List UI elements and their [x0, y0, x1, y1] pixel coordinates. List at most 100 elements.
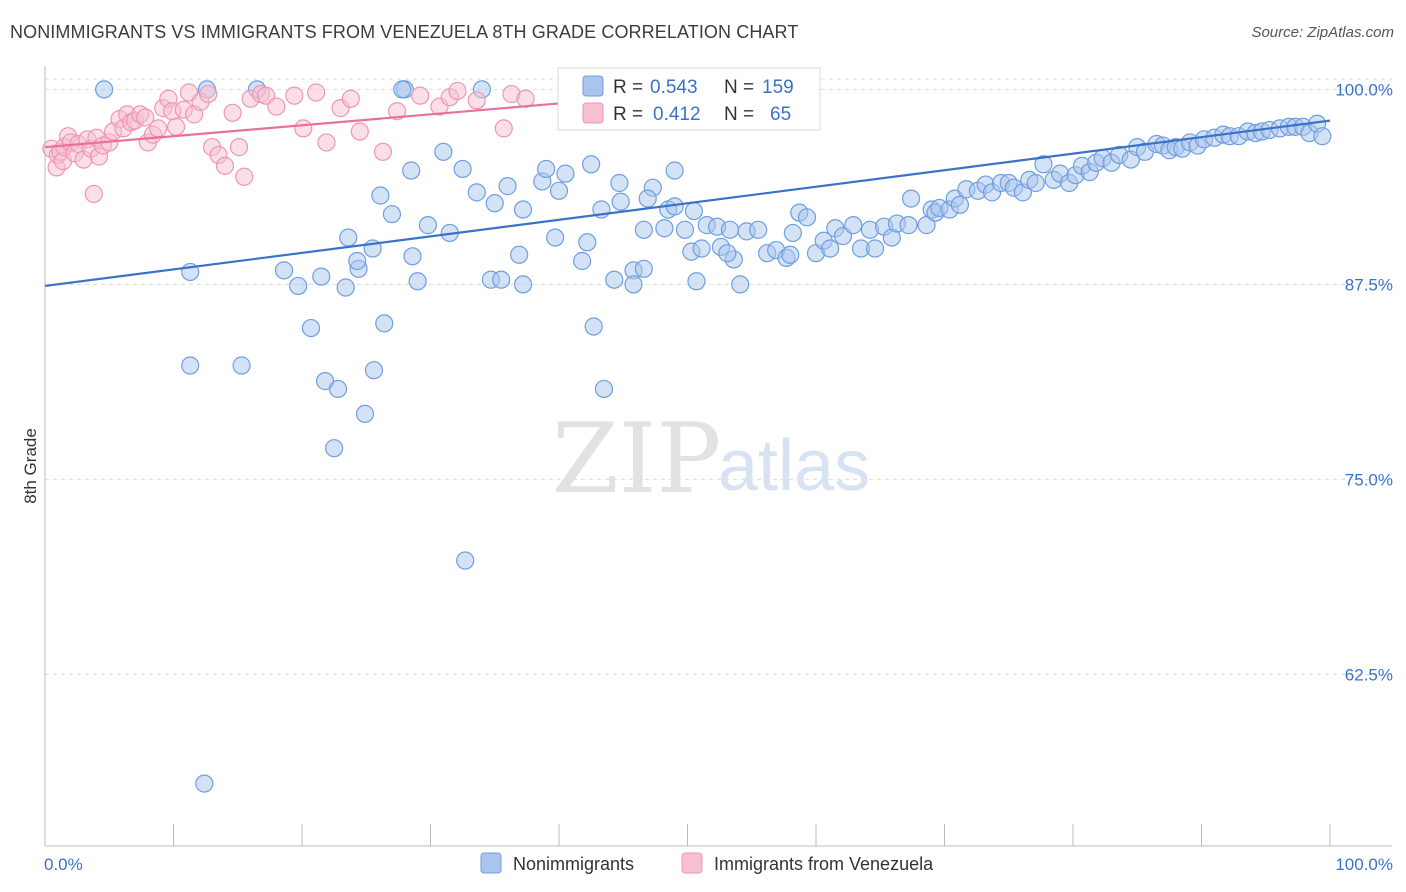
- x-tick-label-max: 100.0%: [1335, 855, 1393, 874]
- nonimmigrants-point: [573, 251, 592, 271]
- nonimmigrants-point: [783, 223, 802, 243]
- watermark-atlas: atlas: [718, 426, 870, 506]
- nonimmigrants-point: [355, 404, 375, 423]
- stats-legend: R = 0.543 N = 159 R = 0.412 N = 65: [557, 67, 821, 131]
- venezuela-point: [267, 97, 286, 116]
- stats-legend-swatch-pink: [582, 102, 604, 124]
- nonimmigrants-point: [582, 155, 601, 174]
- nonimmigrants-point: [393, 80, 412, 99]
- nonimmigrants-point: [731, 275, 750, 294]
- nonimmigrants-point: [325, 439, 344, 458]
- nonimmigrants-point: [692, 239, 711, 258]
- nonimmigrants-point: [556, 164, 575, 183]
- venezuela-point: [317, 133, 336, 152]
- nonimmigrants-point: [371, 186, 390, 205]
- nonimmigrants-point: [655, 219, 674, 238]
- nonimmigrants-point: [301, 318, 321, 338]
- stats-legend-r-label-blue: R =: [613, 77, 643, 98]
- nonimmigrants-point: [634, 220, 653, 239]
- legend-label-venezuela: Immigrants from Venezuela: [714, 854, 934, 874]
- nonimmigrants-point: [749, 220, 768, 239]
- trend-layer: [44, 102, 1331, 288]
- nonimmigrants-point: [797, 208, 817, 227]
- nonimmigrants-point: [274, 261, 294, 280]
- y-tick-label-75: 75.0%: [1345, 470, 1393, 489]
- nonimmigrants-point: [513, 275, 533, 294]
- nonimmigrants-point: [844, 216, 863, 235]
- stats-legend-r-value-blue: 0.543: [650, 77, 698, 98]
- nonimmigrants-point: [720, 220, 740, 239]
- venezuela-point: [215, 156, 234, 175]
- legend-label-nonimmigrants: Nonimmigrants: [513, 854, 634, 874]
- nonimmigrants-point: [289, 276, 308, 296]
- chart-title: NONIMMIGRANTS VS IMMIGRANTS FROM VENEZUE…: [10, 22, 799, 42]
- nonimmigrants-point: [348, 251, 367, 271]
- venezuela-point: [494, 119, 513, 138]
- nonimmigrants-point: [1026, 173, 1045, 193]
- nonimmigrants-point: [418, 216, 438, 235]
- venezuela-point: [223, 103, 242, 122]
- venezuela-point: [467, 91, 486, 110]
- venezuela-point: [294, 119, 313, 138]
- nonimmigrants-point: [403, 247, 422, 266]
- nonimmigrants-point: [1034, 155, 1053, 174]
- nonimmigrants-point: [181, 356, 200, 375]
- nonimmigrants-point: [467, 183, 486, 202]
- venezuela-point: [411, 86, 430, 105]
- venezuela-point: [373, 142, 393, 161]
- venezuela-point: [448, 81, 467, 101]
- nonimmigrants-point: [498, 177, 517, 196]
- nonimmigrants-point: [1313, 127, 1332, 146]
- venezuela-point: [341, 89, 360, 108]
- nonimmigrants-point: [382, 205, 402, 224]
- y-tick-label-100: 100.0%: [1335, 80, 1393, 99]
- watermark-zip: ZIP: [552, 403, 721, 515]
- chart-source: Source: ZipAtlas.com: [1251, 24, 1394, 41]
- nonimmigrants-point: [537, 159, 556, 179]
- watermark: ZIP atlas: [552, 403, 870, 515]
- y-tick-label-62-5: 62.5%: [1345, 665, 1393, 684]
- nonimmigrants-point: [605, 270, 624, 289]
- nonimmigrants-point: [312, 267, 331, 286]
- nonimmigrants-point: [456, 551, 475, 570]
- venezuela-point: [199, 84, 218, 104]
- series-legend: Nonimmigrants Immigrants from Venezuela: [480, 852, 934, 874]
- stats-legend-r-label-pink: R =: [613, 104, 643, 125]
- nonimmigrants-point: [408, 272, 427, 291]
- nonimmigrants-point: [492, 270, 511, 289]
- venezuela-point: [285, 86, 304, 105]
- nonimmigrants-point: [546, 228, 565, 247]
- stats-legend-r-value-pink: 0.412: [653, 104, 701, 125]
- nonimmigrants-point: [232, 356, 251, 375]
- nonimmigrants-point: [364, 361, 384, 380]
- nonimmigrants-trend-line: [44, 119, 1331, 288]
- nonimmigrants-point: [453, 159, 472, 179]
- nonimmigrants-point: [687, 272, 706, 291]
- stats-legend-n-label-pink: N =: [724, 104, 754, 125]
- nonimmigrants-point: [638, 189, 657, 208]
- axes-layer: [44, 66, 1392, 847]
- nonimmigrants-point: [95, 80, 114, 99]
- y-axis-title: 8th Grade: [21, 428, 40, 504]
- nonimmigrants-point: [950, 195, 970, 214]
- venezuela-point: [235, 167, 254, 186]
- nonimmigrants-point: [434, 142, 453, 161]
- nonimmigrants-point: [339, 228, 358, 247]
- nonimmigrants-point: [549, 181, 569, 200]
- nonimmigrants-point: [578, 233, 597, 252]
- y-tick-label-87-5: 87.5%: [1345, 275, 1393, 294]
- nonimmigrants-point: [821, 239, 840, 258]
- nonimmigrants-point: [899, 216, 918, 235]
- nonimmigrants-point: [610, 173, 629, 193]
- venezuela-point: [307, 83, 326, 102]
- nonimmigrants-point: [866, 239, 885, 258]
- nonimmigrants-point: [594, 379, 614, 399]
- nonimmigrants-point: [624, 275, 643, 294]
- stats-legend-n-label-blue: N =: [724, 77, 754, 98]
- nonimmigrants-point: [781, 245, 800, 264]
- venezuela-point: [136, 108, 155, 127]
- venezuela-trend-line: [44, 102, 560, 149]
- x-tick-label-min: 0.0%: [44, 855, 83, 874]
- legend-swatch-venezuela: [681, 852, 703, 874]
